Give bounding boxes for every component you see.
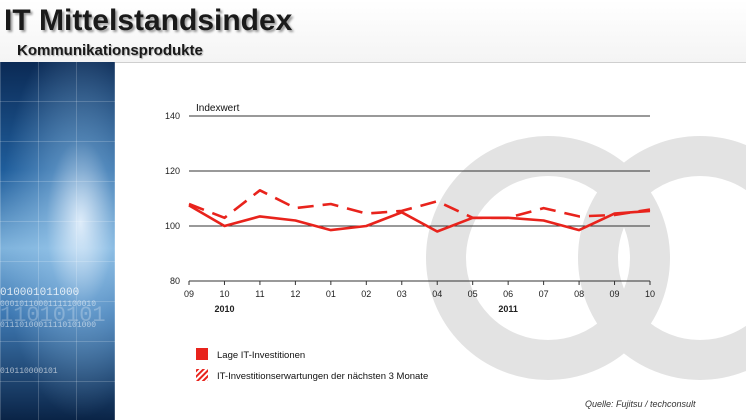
x-tick-label: 03 bbox=[397, 289, 407, 299]
series-line-1 bbox=[188, 204, 651, 233]
year-label: 2011 bbox=[498, 304, 518, 314]
x-tick-label: 10 bbox=[219, 289, 229, 299]
y-tick-label: 140 bbox=[165, 111, 180, 121]
decorative-side-panel: 010001011000 00010110001111100010 110101… bbox=[0, 62, 115, 420]
x-tick-label: 11 bbox=[255, 289, 264, 299]
side-panel-glow bbox=[0, 62, 115, 420]
side-panel-grid bbox=[0, 62, 115, 420]
y-tick-label: 80 bbox=[170, 276, 180, 286]
x-tick-label: 09 bbox=[184, 289, 194, 299]
x-tick-label: 10 bbox=[645, 289, 655, 299]
legend-swatch-1 bbox=[196, 348, 208, 360]
page-subtitle: Kommunikationsprodukte bbox=[17, 42, 203, 59]
x-tick-label: 12 bbox=[290, 289, 300, 299]
infinity-logo-watermark bbox=[426, 136, 746, 380]
binary-text-line: 010001011000 bbox=[0, 287, 80, 299]
y-tick-label: 100 bbox=[165, 221, 180, 231]
x-tick-label: 08 bbox=[574, 289, 584, 299]
x-tick-label: 05 bbox=[468, 289, 478, 299]
page-title: IT Mittelstandsindex bbox=[4, 4, 293, 37]
header-bar: IT Mittelstandsindex Kommunikationsprodu… bbox=[0, 0, 746, 63]
binary-text-line: 11010101 bbox=[0, 303, 106, 328]
x-tick-label: 02 bbox=[361, 289, 371, 299]
legend-label-2: IT-Investitionserwartungen der nächsten … bbox=[217, 371, 428, 382]
x-tick-label: 07 bbox=[539, 289, 549, 299]
y-tick-label: 120 bbox=[165, 166, 180, 176]
binary-text-line: 01110100011110101000 bbox=[0, 321, 97, 330]
y-axis-label: Indexwert bbox=[196, 103, 240, 114]
x-tick-label: 04 bbox=[432, 289, 442, 299]
source-note: Quelle: Fujitsu / techconsult bbox=[585, 399, 696, 409]
x-tick-label: 01 bbox=[326, 289, 336, 299]
year-label: 2010 bbox=[214, 304, 234, 314]
x-tick-label: 09 bbox=[610, 289, 620, 299]
legend-swatch-2 bbox=[196, 369, 208, 381]
legend-label-1: Lage IT-Investitionen bbox=[217, 350, 305, 361]
x-tick-label: 06 bbox=[503, 289, 513, 299]
binary-text-line: 00010110001111100010 bbox=[0, 300, 97, 309]
binary-text-line: 010110000101 bbox=[0, 367, 58, 376]
series-line-2 bbox=[188, 189, 651, 220]
